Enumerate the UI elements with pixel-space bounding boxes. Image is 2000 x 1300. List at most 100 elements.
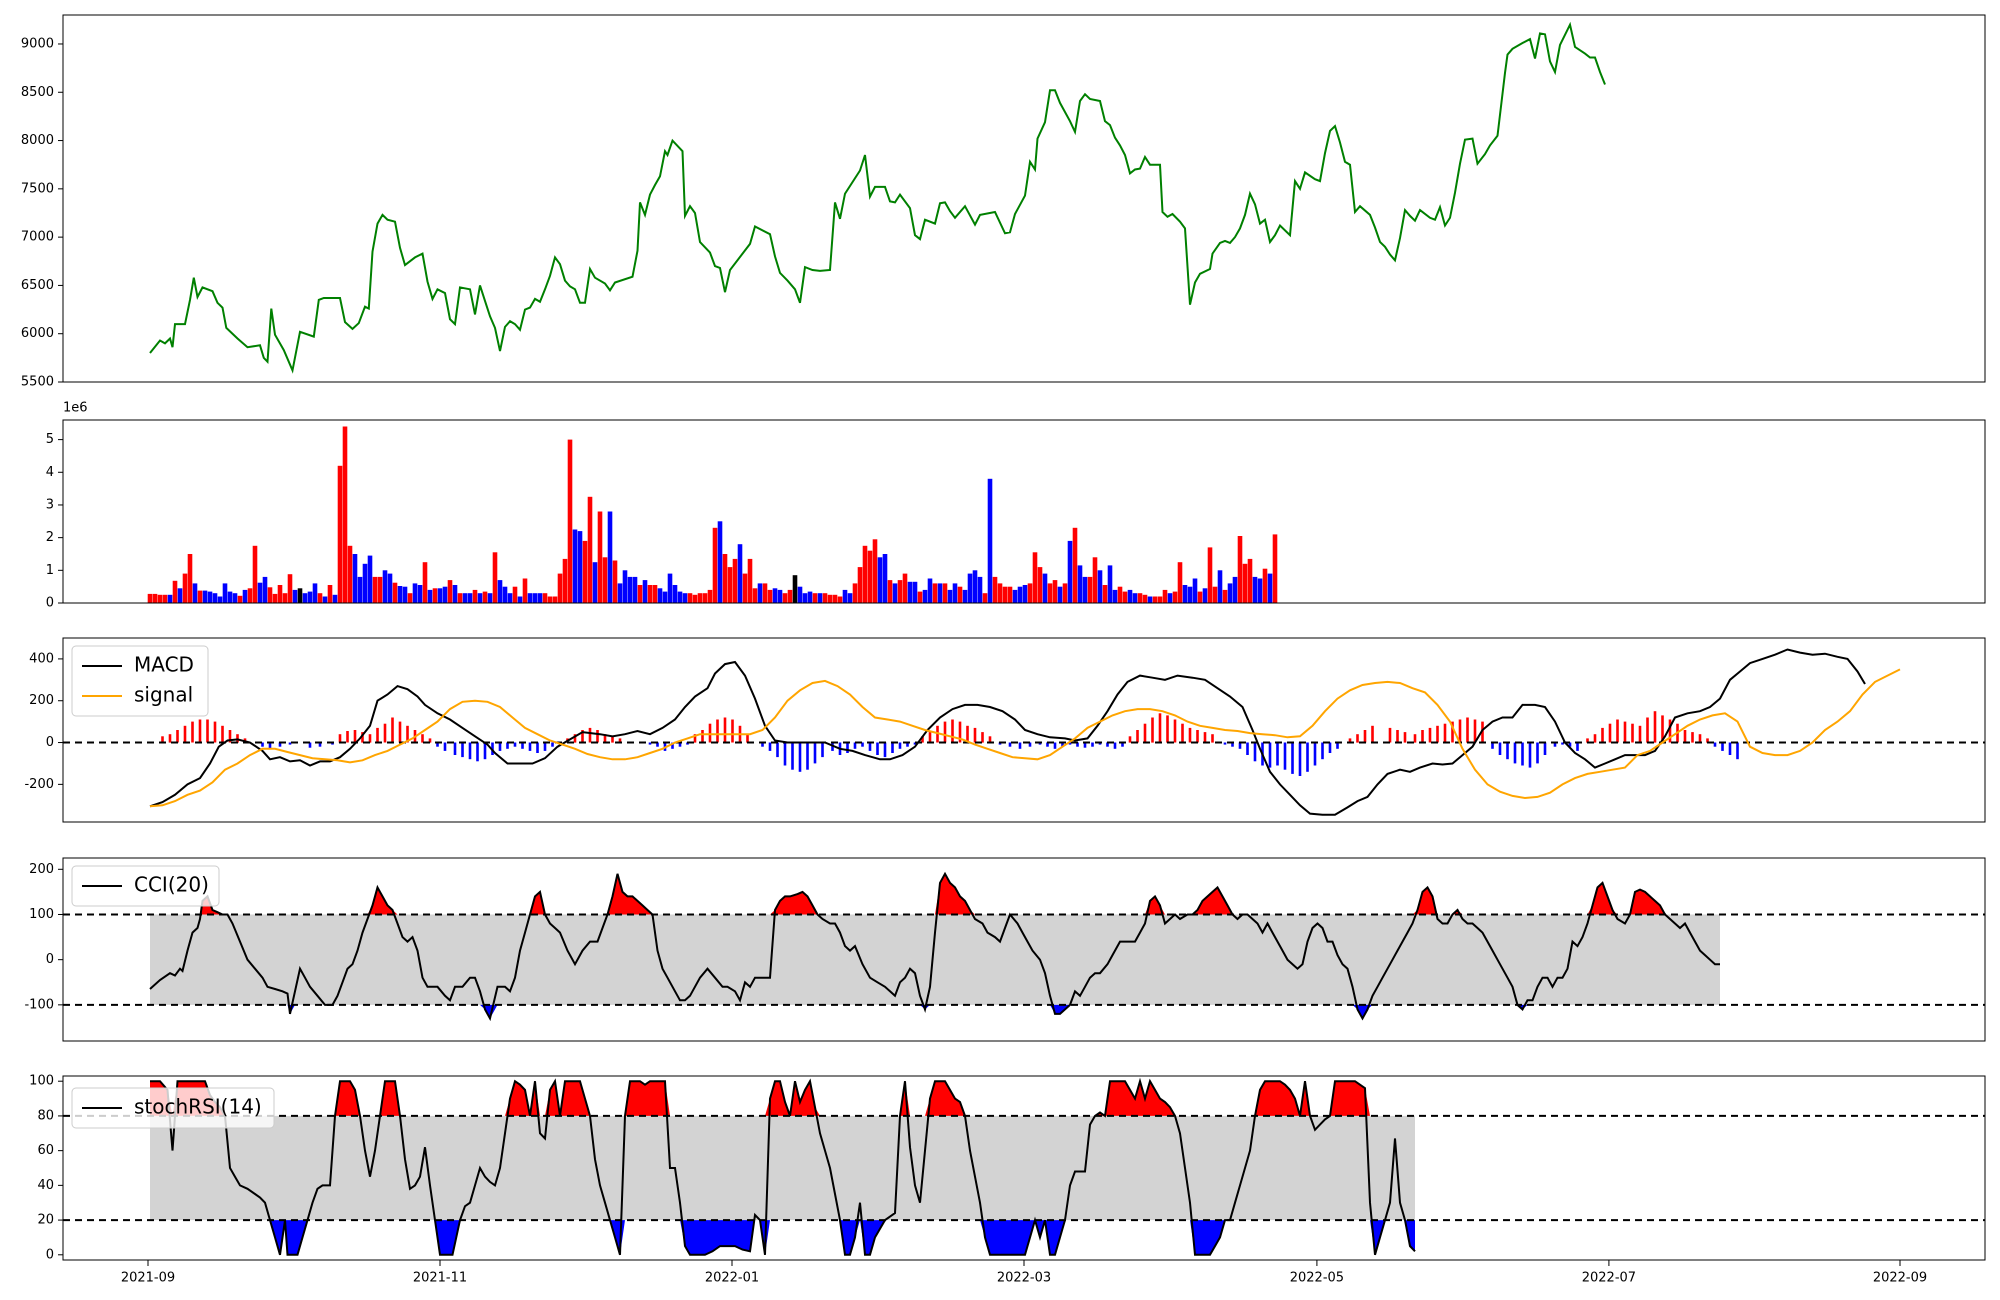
macd-histogram-bar [1166,715,1169,743]
y-tick-label: 20 [37,1213,54,1228]
macd-histogram-bar [476,742,479,762]
macd-histogram-bar [701,730,704,743]
macd-histogram-bar [221,725,224,743]
volume-bar [907,581,913,603]
volume-bar [1202,588,1208,603]
macd-histogram-bar [1203,732,1207,743]
macd-histogram-bar [1653,711,1657,743]
macd-histogram-bar [551,742,554,747]
volume-bar [492,552,498,603]
volume-bar [627,576,633,603]
volume-bar [1062,583,1068,603]
x-tick-label: 2022-07 [1582,1271,1636,1286]
volume-bar [467,593,473,603]
x-tick-label: 2021-11 [413,1271,467,1286]
macd-histogram-bar [268,742,272,749]
macd-histogram-bar [846,742,849,753]
macd-histogram-bar [183,725,187,743]
volume-panel: 0 1 2 3 4 5 1e6 [46,401,1986,611]
volume-bar [1027,583,1033,603]
macd-histogram-bar [998,742,1002,745]
macd-histogram-bar [1143,723,1147,743]
macd-histogram-bar [821,742,824,758]
macd-histogram-bar [161,736,164,743]
macd-histogram-bar [1068,742,1072,745]
volume-bar [1112,589,1118,603]
volume-bar [957,586,963,603]
volume-bar [417,585,423,603]
macd-histogram-bar [958,721,962,743]
macd-histogram-bar [261,742,264,747]
macd-histogram-bar [1173,719,1177,743]
macd-histogram-bar [761,742,764,747]
macd-histogram-bar [338,734,342,743]
macd-histogram-bar [1253,742,1257,762]
volume-bar [577,531,583,603]
macd-histogram-bar [513,742,517,747]
volume-bar [1227,583,1233,603]
legend-label: stochRSI(14) [134,1095,262,1119]
volume-bar [242,589,248,603]
volume-bar [717,521,723,603]
macd-histogram-bar [791,742,794,770]
y-tick-label: 0 [46,1247,54,1262]
macd-histogram-bar [1128,736,1132,743]
volume-bar [807,591,813,603]
macd-histogram-bar [368,734,372,743]
volume-bar [682,593,688,603]
macd-histogram-bar [536,742,539,753]
macd-histogram-bar [611,736,614,743]
volume-bar [912,581,918,603]
volume-bar [147,593,153,604]
macd-histogram-bar [1543,742,1547,755]
volume-bar [477,593,483,603]
volume-bar [562,558,568,603]
volume-bar [347,545,353,603]
volume-bar [1207,547,1213,603]
volume-bar [1012,589,1018,603]
volume-bar [462,593,468,603]
y-tick-label: 2 [46,530,54,545]
volume-bar [812,593,818,603]
macd-histogram-bar [671,742,674,749]
macd-histogram-bar [1028,742,1032,747]
macd-histogram-bar [1008,742,1012,747]
volume-bar [1037,567,1043,603]
volume-bar [837,596,843,603]
volume-bar [1107,565,1113,603]
volume-bar [1067,540,1073,603]
volume-bar [902,573,908,603]
volume-bar [282,593,288,603]
macd-line [149,648,1866,816]
macd-histogram-bar [936,725,939,743]
macd-histogram-bar [1413,734,1417,743]
macd-histogram-bar [716,719,719,743]
volume-bar [722,554,728,603]
volume-bar [982,593,988,603]
y-tick-label: 5 [46,432,54,447]
volume-bar [197,590,203,603]
cci-line [149,871,1720,1022]
legend-label: MACD [134,653,194,677]
volume-bar [247,588,253,603]
y-tick-label: 100 [29,907,54,922]
macd-histogram-bar [278,742,282,747]
y-tick-label: -200 [24,777,54,792]
volume-bar [707,589,713,603]
macd-histogram-bar [443,742,447,751]
volume-bar [567,439,573,603]
macd-histogram-bar [1388,727,1392,743]
volume-bar [322,596,328,603]
volume-bar [162,594,168,603]
macd-histogram-bar [191,721,194,743]
macd-histogram-bar [1451,721,1454,743]
macd-histogram-bar [1061,742,1064,747]
macd-histogram-bar [1046,742,1049,747]
volume-bar [1187,586,1193,603]
legend-box [71,645,209,717]
volume-bar [362,563,368,603]
volume-bar [1262,568,1268,603]
volume-bar [1082,576,1088,603]
